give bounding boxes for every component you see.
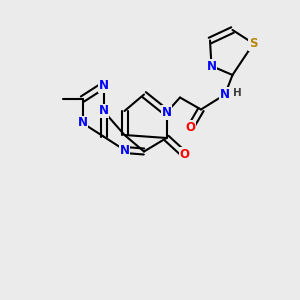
- Text: N: N: [98, 104, 109, 118]
- Text: S: S: [249, 37, 258, 50]
- Text: N: N: [77, 116, 88, 130]
- Text: N: N: [98, 79, 109, 92]
- Text: N: N: [206, 59, 217, 73]
- Text: O: O: [179, 148, 190, 161]
- Text: N: N: [161, 106, 172, 119]
- Text: N: N: [220, 88, 230, 101]
- Text: H: H: [233, 88, 242, 98]
- Text: N: N: [119, 143, 130, 157]
- Text: O: O: [185, 121, 196, 134]
